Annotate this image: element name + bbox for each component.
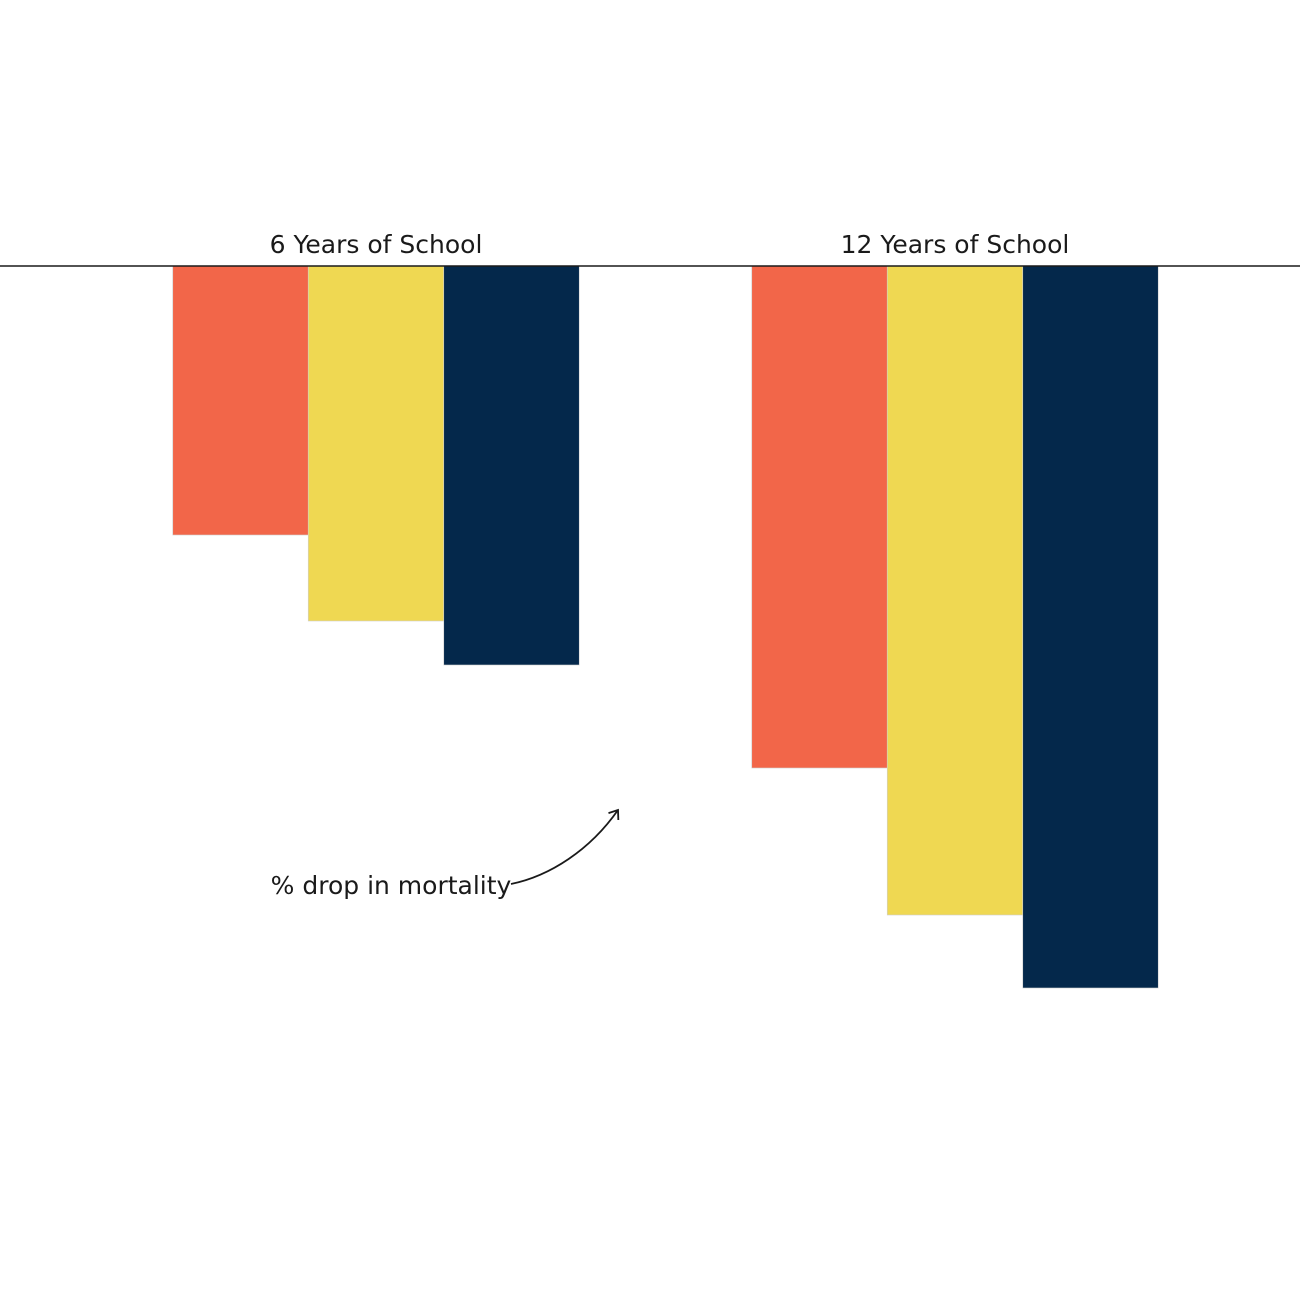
category-label: 12 Years of School xyxy=(841,230,1070,259)
bars xyxy=(172,265,1159,989)
bar xyxy=(443,265,580,666)
annotation: % drop in mortality xyxy=(271,871,512,900)
bar xyxy=(1022,265,1159,989)
bar xyxy=(307,265,445,622)
bar xyxy=(751,265,888,769)
category-label: 6 Years of School xyxy=(270,230,483,259)
bar xyxy=(172,265,309,536)
bar xyxy=(886,265,1024,916)
annotation-arrow xyxy=(510,808,620,885)
